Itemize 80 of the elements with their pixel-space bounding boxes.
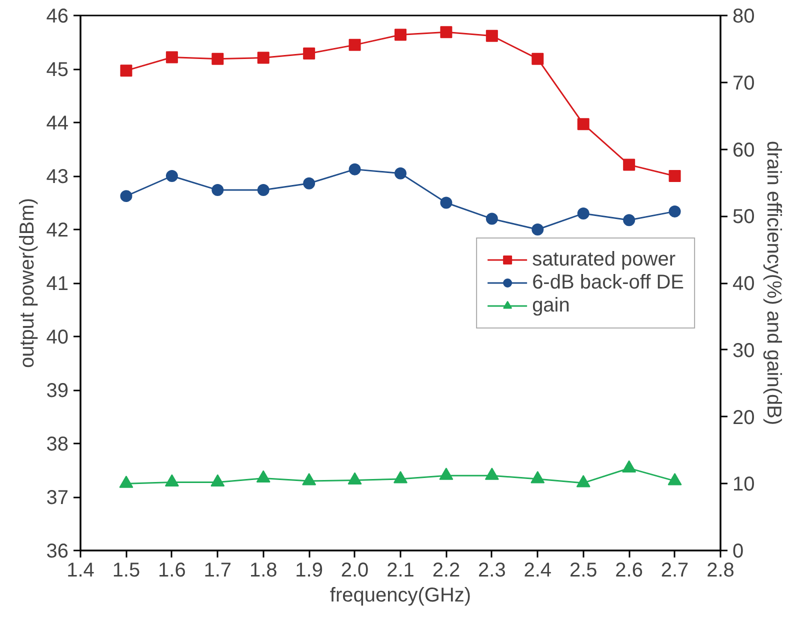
point [348,163,361,176]
point [439,468,454,480]
point [394,28,406,41]
y2-tick-label: 10 [732,474,755,496]
point [303,177,316,190]
legend-label: gain [532,294,570,317]
y-tick-label: 45 [46,59,69,81]
y-tick-label: 41 [46,273,69,295]
x-tick-label: 2.7 [660,560,689,582]
y2-tick-label: 20 [732,406,755,429]
point [164,474,179,487]
point [257,52,270,64]
point [486,30,498,42]
y-tick-label: 46 [46,6,69,28]
point [530,470,545,484]
point [348,472,362,485]
x-axis-title: frequency(GHz) [330,584,472,606]
point [484,468,499,480]
y-tick-label: 43 [46,166,69,188]
y2-tick-label: 30 [732,340,755,362]
point [577,207,590,220]
y-tick-label: 38 [46,434,69,456]
point [532,224,544,236]
x-tick-label: 2.4 [524,560,552,582]
point [212,184,224,196]
point [668,472,682,486]
point [394,470,408,484]
point [303,47,316,60]
x-tick-label: 1.9 [295,560,323,582]
x-tick-label: 2.0 [340,560,369,582]
point [394,167,406,180]
y-tick-label: 36 [46,540,69,562]
y2-tick-label: 50 [732,206,755,228]
legend-label: saturated power [532,248,676,271]
point [576,474,590,488]
y-tick-label: 40 [46,326,69,348]
point [668,170,681,182]
point [440,26,452,38]
y2-axis-title: drain efficiency(%) and gain(dB) [762,140,785,426]
point [348,38,361,51]
y-tick-label: 39 [46,380,69,402]
x-tick-label: 2.1 [386,560,414,582]
point [623,158,636,171]
point [210,474,225,487]
y-tick-label: 44 [46,112,69,134]
x-tick-label: 2.6 [615,560,643,582]
y-tick-label: 42 [46,220,69,242]
x-tick-label: 2.3 [478,560,506,582]
y-tick-label: 37 [46,487,69,509]
point [302,472,316,486]
point [166,170,178,182]
legend-label: 6-dB back-off DE [532,271,684,294]
y2-tick-label: 60 [732,139,755,162]
y2-tick-label: 70 [732,72,755,94]
point [577,118,590,130]
x-tick-label: 2.2 [432,560,460,582]
point [486,212,498,225]
point [166,51,178,64]
point [256,470,270,483]
y2-tick-label: 80 [732,6,755,28]
y2-tick-label: 40 [732,273,755,295]
point [120,190,132,202]
x-tick-label: 1.4 [66,560,94,582]
point [257,184,270,196]
point [622,460,636,472]
x-tick-label: 1.7 [204,560,232,582]
x-tick-label: 1.8 [249,560,278,582]
point [532,52,544,65]
x-tick-label: 2.8 [706,560,734,582]
x-tick-label: 1.6 [158,560,186,582]
point [623,214,636,226]
point [119,476,134,488]
y2-tick-label: 0 [732,540,744,562]
y-axis-title: output power(dBm) [16,198,38,368]
point [120,64,132,77]
x-tick-label: 1.5 [112,560,140,582]
x-tick-label: 2.5 [569,560,598,582]
point [212,52,224,65]
point [440,196,452,209]
point [668,205,681,218]
